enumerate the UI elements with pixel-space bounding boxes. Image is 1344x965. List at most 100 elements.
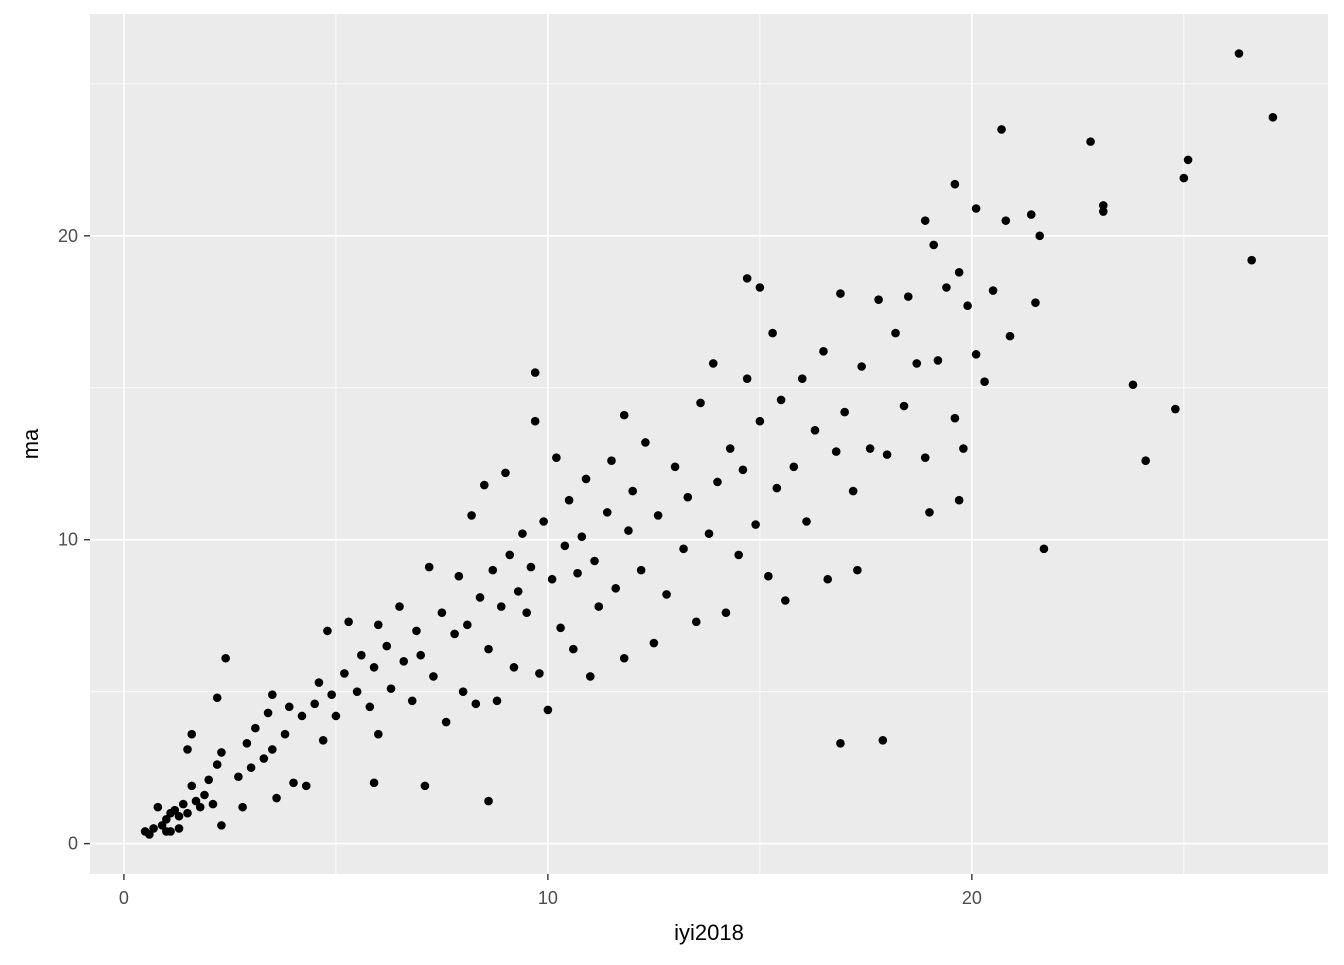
data-point bbox=[988, 286, 998, 295]
data-point bbox=[174, 811, 184, 821]
data-point bbox=[530, 368, 540, 377]
data-point bbox=[475, 593, 485, 602]
y-tick-label: 10 bbox=[58, 530, 78, 550]
data-point bbox=[513, 587, 523, 596]
data-point bbox=[920, 216, 930, 225]
data-point bbox=[280, 729, 290, 739]
data-point bbox=[831, 447, 841, 456]
data-point bbox=[369, 663, 379, 672]
data-point bbox=[708, 359, 718, 368]
data-point bbox=[772, 483, 782, 493]
data-point bbox=[679, 544, 688, 554]
data-point bbox=[810, 426, 820, 435]
data-point bbox=[450, 629, 459, 639]
data-point bbox=[535, 669, 544, 678]
data-point bbox=[865, 444, 875, 453]
data-point bbox=[509, 663, 519, 672]
data-point bbox=[234, 772, 243, 782]
data-point bbox=[959, 444, 968, 453]
data-point bbox=[556, 623, 565, 633]
data-point bbox=[416, 650, 425, 660]
data-point bbox=[929, 240, 939, 250]
data-point bbox=[1268, 113, 1278, 122]
data-point bbox=[802, 517, 811, 526]
data-point bbox=[145, 830, 154, 839]
data-point bbox=[1031, 298, 1040, 307]
data-point bbox=[310, 699, 320, 709]
data-point bbox=[263, 708, 273, 718]
data-point bbox=[183, 745, 192, 754]
data-point bbox=[187, 781, 197, 791]
data-point bbox=[577, 532, 587, 541]
data-point bbox=[912, 359, 922, 368]
data-point bbox=[492, 696, 502, 706]
data-point bbox=[836, 739, 845, 748]
data-point bbox=[662, 590, 671, 599]
data-point bbox=[1234, 49, 1244, 58]
data-point bbox=[942, 283, 951, 292]
data-point bbox=[954, 495, 964, 505]
data-point bbox=[365, 702, 375, 712]
data-point bbox=[734, 550, 743, 560]
y-tick-label: 20 bbox=[58, 226, 78, 246]
data-point bbox=[496, 602, 506, 611]
data-point bbox=[607, 456, 616, 466]
data-point bbox=[301, 781, 311, 791]
axes: 0 10 20 0 10 20 bbox=[58, 226, 982, 908]
data-point bbox=[1035, 231, 1044, 241]
data-point bbox=[789, 462, 799, 472]
data-point bbox=[891, 328, 900, 338]
data-point bbox=[874, 295, 883, 304]
data-point bbox=[272, 793, 281, 803]
data-point bbox=[1098, 201, 1108, 210]
data-point bbox=[331, 711, 341, 721]
data-point bbox=[933, 356, 943, 365]
data-point bbox=[585, 672, 595, 681]
data-point bbox=[903, 292, 913, 301]
data-point bbox=[174, 824, 184, 833]
data-point bbox=[539, 517, 548, 526]
data-point bbox=[611, 584, 621, 593]
data-point bbox=[764, 571, 773, 581]
data-point bbox=[187, 729, 197, 739]
data-point bbox=[569, 644, 578, 654]
data-point bbox=[1247, 255, 1256, 265]
data-point bbox=[755, 283, 765, 292]
data-point bbox=[340, 669, 349, 678]
data-point bbox=[318, 735, 328, 745]
data-point bbox=[1026, 210, 1036, 219]
data-point bbox=[200, 790, 209, 800]
data-point bbox=[195, 802, 205, 812]
data-point bbox=[636, 565, 646, 575]
data-point bbox=[619, 653, 629, 663]
data-point bbox=[594, 602, 604, 611]
data-point bbox=[670, 462, 680, 472]
data-point bbox=[1001, 216, 1011, 225]
data-point bbox=[467, 511, 476, 520]
data-point bbox=[170, 805, 180, 815]
data-point bbox=[725, 444, 735, 453]
data-point bbox=[208, 799, 218, 809]
data-point bbox=[742, 274, 752, 283]
data-point bbox=[954, 268, 964, 277]
data-point bbox=[738, 465, 748, 475]
data-point bbox=[696, 398, 705, 408]
data-point bbox=[564, 495, 574, 505]
data-point bbox=[848, 486, 858, 496]
data-point bbox=[899, 401, 909, 411]
data-point bbox=[1098, 207, 1108, 216]
data-point bbox=[721, 608, 731, 617]
data-point bbox=[781, 596, 790, 605]
data-point bbox=[950, 413, 960, 423]
data-point bbox=[518, 529, 527, 538]
data-point bbox=[755, 416, 765, 426]
data-point bbox=[357, 650, 366, 660]
grid-lines bbox=[90, 14, 1328, 874]
data-point bbox=[997, 125, 1006, 134]
data-point bbox=[971, 350, 981, 359]
data-point bbox=[212, 693, 222, 703]
data-point bbox=[543, 705, 553, 715]
data-point bbox=[560, 541, 570, 551]
data-point bbox=[395, 602, 404, 611]
